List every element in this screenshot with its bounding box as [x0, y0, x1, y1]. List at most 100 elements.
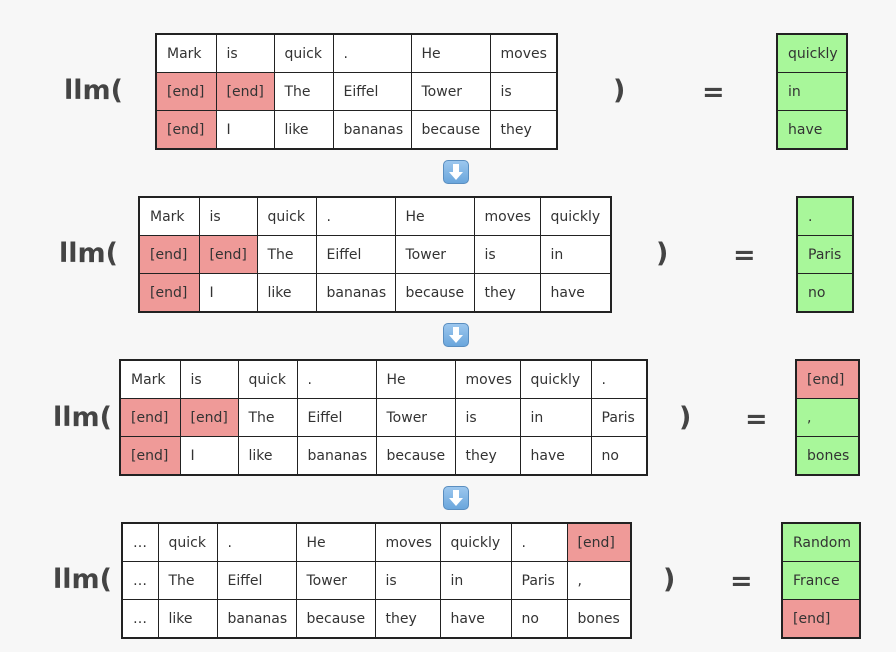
close-paren: ) — [663, 564, 676, 595]
table-row: . — [796, 196, 854, 236]
token-cell: is — [179, 359, 239, 399]
token-cell: because — [375, 436, 456, 476]
token-cell: . — [332, 33, 412, 73]
table-row: [end] I like bananas because they have — [138, 273, 612, 313]
table-row: bones — [795, 436, 860, 476]
token-cell: they — [374, 599, 441, 639]
token-cell: . — [510, 522, 568, 562]
token-cell: they — [489, 110, 558, 150]
token-cell: . — [296, 359, 377, 399]
token-cell: because — [410, 110, 491, 150]
end-token-cell: [end] — [119, 436, 181, 476]
token-cell: moves — [473, 196, 541, 236]
token-cell: Tower — [295, 561, 376, 600]
token-cell: Eiffel — [296, 398, 377, 437]
token-cell: Tower — [410, 72, 491, 111]
token-cell: like — [157, 599, 218, 639]
equals-sign: = — [745, 404, 768, 435]
equals-sign: = — [733, 240, 756, 271]
input-token-grid: Mark is quick . He moves [end] [end] The… — [155, 33, 558, 150]
token-cell: Eiffel — [216, 561, 297, 600]
close-paren: ) — [656, 238, 669, 269]
table-row: [end] — [781, 599, 861, 639]
output-token-cell: have — [776, 110, 848, 150]
table-row: [end] — [795, 359, 860, 399]
table-row: have — [776, 110, 848, 150]
table-row: … quick . He moves quickly . [end] — [121, 522, 632, 562]
token-cell: have — [519, 436, 592, 476]
token-cell: The — [237, 398, 298, 437]
token-cell: is — [489, 72, 558, 111]
token-cell: quick — [237, 359, 298, 399]
token-cell: moves — [489, 33, 558, 73]
table-row: Mark is quick . He moves quickly . — [119, 359, 648, 399]
token-cell: like — [237, 436, 298, 476]
close-paren: ) — [613, 75, 626, 106]
token-cell: quick — [256, 196, 317, 236]
token-cell: Tower — [394, 235, 475, 274]
token-cell: quickly — [539, 196, 612, 236]
llm-label: llm( — [53, 564, 112, 595]
token-cell: like — [256, 273, 317, 313]
token-cell: Eiffel — [332, 72, 412, 111]
token-cell: in — [539, 235, 612, 274]
output-token-cell: [end] — [795, 359, 860, 399]
end-token-cell: [end] — [566, 522, 632, 562]
output-token-column: quickly in have — [776, 33, 848, 150]
table-row: Mark is quick . He moves — [155, 33, 558, 73]
output-token-cell: , — [795, 398, 860, 437]
token-cell: quick — [273, 33, 334, 73]
token-cell: Mark — [138, 196, 200, 236]
token-cell: Mark — [119, 359, 181, 399]
input-token-grid: Mark is quick . He moves quickly . [end]… — [119, 359, 648, 476]
table-row: France — [781, 561, 861, 600]
table-row: … like bananas because they have no bone… — [121, 599, 632, 639]
token-cell: they — [454, 436, 521, 476]
token-cell: is — [215, 33, 275, 73]
token-cell: bananas — [216, 599, 297, 639]
token-cell: in — [439, 561, 512, 600]
output-token-cell: no — [796, 273, 854, 313]
token-cell: Tower — [375, 398, 456, 437]
token-cell: have — [539, 273, 612, 313]
output-token-cell: . — [796, 196, 854, 236]
token-cell: bananas — [315, 273, 396, 313]
token-cell: I — [215, 110, 275, 150]
token-cell: have — [439, 599, 512, 639]
table-row: no — [796, 273, 854, 313]
equals-sign: = — [702, 77, 725, 108]
token-cell: He — [375, 359, 456, 399]
token-cell: is — [198, 196, 258, 236]
token-cell: . — [216, 522, 297, 562]
down-arrow-icon — [443, 160, 469, 184]
end-token-cell: [end] — [155, 110, 217, 150]
table-row: [end] I like bananas because they — [155, 110, 558, 150]
token-cell: no — [590, 436, 648, 476]
table-row: [end] [end] The Eiffel Tower is in Paris — [119, 398, 648, 437]
token-cell: . — [315, 196, 396, 236]
llm-label: llm( — [59, 238, 118, 269]
output-token-cell: quickly — [776, 33, 848, 73]
output-token-cell: bones — [795, 436, 860, 476]
table-row: … The Eiffel Tower is in Paris , — [121, 561, 632, 600]
token-cell: is — [454, 398, 521, 437]
table-row: , — [795, 398, 860, 437]
output-token-cell: France — [781, 561, 861, 600]
output-token-column: [end] , bones — [795, 359, 860, 476]
token-cell: Paris — [510, 561, 568, 600]
end-token-cell: [end] — [198, 235, 258, 274]
end-token-cell: [end] — [155, 72, 217, 111]
table-row: [end] [end] The Eiffel Tower is in — [138, 235, 612, 274]
table-row: Paris — [796, 235, 854, 274]
token-cell: The — [273, 72, 334, 111]
token-cell: He — [394, 196, 475, 236]
token-cell: in — [519, 398, 592, 437]
table-row: Random — [781, 522, 861, 562]
table-row: in — [776, 72, 848, 111]
token-cell: no — [510, 599, 568, 639]
token-cell: Mark — [155, 33, 217, 73]
token-cell: Eiffel — [315, 235, 396, 274]
token-cell: bananas — [296, 436, 377, 476]
end-token-cell: [end] — [138, 273, 200, 313]
token-cell: because — [394, 273, 475, 313]
